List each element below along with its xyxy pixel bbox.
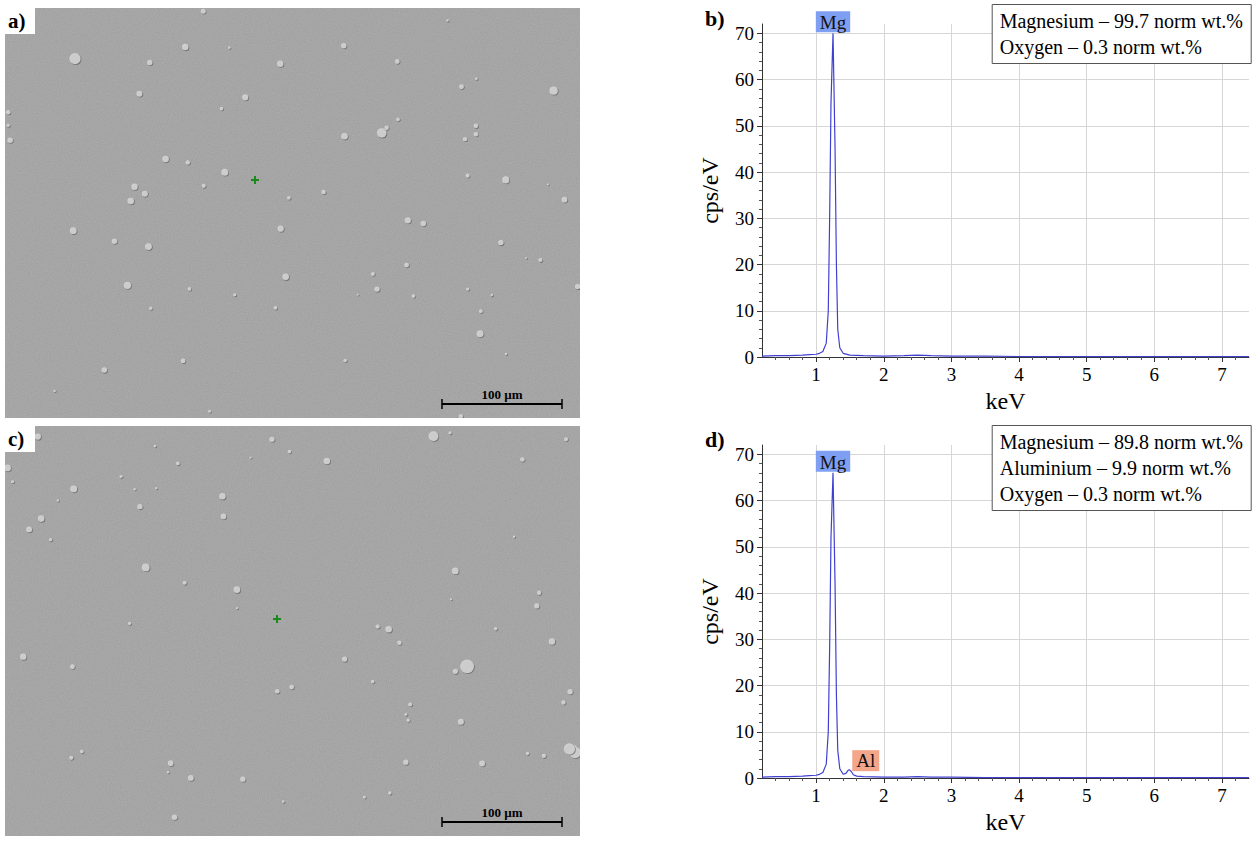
svg-text:70: 70 [735, 444, 754, 465]
svg-text:10: 10 [735, 721, 754, 742]
svg-text:40: 40 [735, 583, 754, 604]
svg-text:60: 60 [735, 69, 754, 90]
svg-text:40: 40 [735, 162, 754, 183]
svg-text:1: 1 [811, 364, 821, 385]
svg-text:3: 3 [947, 364, 957, 385]
svg-text:0: 0 [745, 347, 755, 368]
svg-text:30: 30 [735, 629, 754, 650]
svg-text:2: 2 [879, 364, 889, 385]
svg-text:d): d) [705, 427, 725, 452]
svg-text:0: 0 [745, 768, 755, 789]
svg-text:cps/eV: cps/eV [697, 578, 723, 645]
svg-text:100 µm: 100 µm [481, 805, 522, 820]
svg-text:c): c) [8, 427, 24, 451]
svg-text:20: 20 [735, 254, 754, 275]
svg-text:Aluminium – 9.9 norm wt.%: Aluminium – 9.9 norm wt.% [1000, 457, 1231, 479]
svg-text:a): a) [8, 9, 26, 33]
svg-text:10: 10 [735, 300, 754, 321]
svg-text:5: 5 [1082, 364, 1092, 385]
svg-text:50: 50 [735, 536, 754, 557]
svg-text:60: 60 [735, 490, 754, 511]
svg-text:6: 6 [1150, 785, 1160, 806]
svg-text:b): b) [705, 6, 725, 31]
svg-text:keV: keV [986, 388, 1027, 414]
svg-text:Oxygen – 0.3 norm wt.%: Oxygen – 0.3 norm wt.% [1000, 36, 1202, 59]
svg-text:30: 30 [735, 208, 754, 229]
svg-text:6: 6 [1150, 364, 1160, 385]
svg-text:5: 5 [1082, 785, 1092, 806]
svg-text:7: 7 [1217, 785, 1227, 806]
svg-text:4: 4 [1014, 364, 1024, 385]
svg-text:70: 70 [735, 23, 754, 44]
svg-text:2: 2 [879, 785, 889, 806]
svg-text:50: 50 [735, 115, 754, 136]
svg-text:keV: keV [986, 809, 1027, 835]
svg-text:Mg: Mg [820, 12, 847, 33]
svg-text:Al: Al [856, 750, 875, 771]
svg-text:100 µm: 100 µm [481, 387, 522, 402]
svg-text:Magnesium – 99.7 norm wt.%: Magnesium – 99.7 norm wt.% [1000, 10, 1243, 33]
svg-text:7: 7 [1217, 364, 1227, 385]
svg-text:20: 20 [735, 675, 754, 696]
svg-text:3: 3 [947, 785, 957, 806]
svg-text:4: 4 [1014, 785, 1024, 806]
svg-text:1: 1 [811, 785, 821, 806]
svg-text:Magnesium – 89.8 norm wt.%: Magnesium – 89.8 norm wt.% [1000, 431, 1243, 454]
svg-text:cps/eV: cps/eV [697, 157, 723, 224]
svg-text:Oxygen – 0.3 norm wt.%: Oxygen – 0.3 norm wt.% [1000, 483, 1202, 506]
svg-text:Mg: Mg [820, 452, 847, 473]
